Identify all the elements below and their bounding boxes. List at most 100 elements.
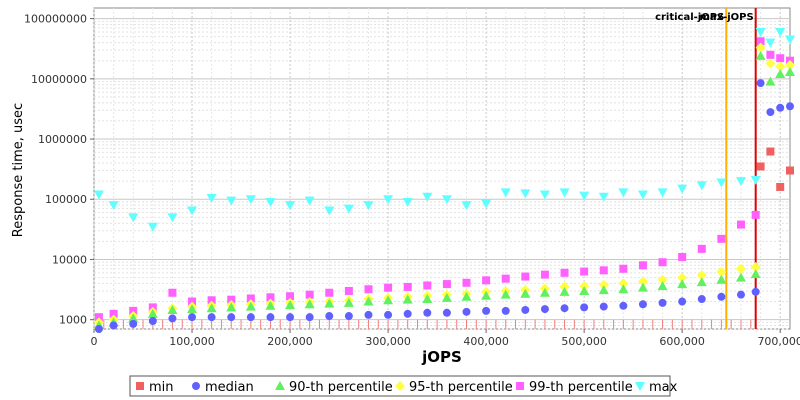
point-90-th-percentile xyxy=(765,76,776,86)
point-90-th-percentile xyxy=(285,300,296,310)
point-max xyxy=(579,191,590,201)
point-99-th-percentile xyxy=(384,283,393,292)
point-90-th-percentile xyxy=(755,50,766,60)
point-99-th-percentile xyxy=(109,309,118,318)
point-99-th-percentile xyxy=(751,210,760,219)
point-median xyxy=(560,304,569,313)
point-max xyxy=(500,188,511,198)
point-median xyxy=(751,287,760,296)
point-90-th-percentile xyxy=(775,69,786,79)
point-90-th-percentile xyxy=(441,292,452,302)
point-min xyxy=(776,182,785,191)
point-median xyxy=(403,309,412,318)
point-90-th-percentile xyxy=(167,304,178,314)
point-95-th-percentile xyxy=(716,266,727,277)
point-99-th-percentile xyxy=(540,270,549,279)
point-median xyxy=(521,305,530,314)
point-max xyxy=(108,201,119,211)
point-95-th-percentile xyxy=(775,61,786,72)
point-90-th-percentile xyxy=(500,289,511,299)
point-median xyxy=(384,310,393,319)
point-max xyxy=(343,204,354,214)
point-median xyxy=(540,305,549,314)
point-max xyxy=(93,190,104,200)
point-median xyxy=(129,319,138,328)
point-99-th-percentile xyxy=(325,288,334,297)
point-max xyxy=(716,178,727,188)
point-max xyxy=(481,199,492,209)
point-90-th-percentile xyxy=(785,66,795,76)
y-tick-label: 100000000 xyxy=(24,13,87,26)
x-axis-label: jOPS xyxy=(421,348,462,366)
point-max xyxy=(206,193,217,203)
y-axis: 1000 10000 100000 1000000 10000000 100000000 xyxy=(24,13,94,327)
legend-marker-99-th-percentile xyxy=(516,382,524,390)
point-max xyxy=(422,192,433,202)
legend-marker-min xyxy=(136,382,144,390)
point-median xyxy=(423,308,432,317)
point-median xyxy=(786,102,794,111)
point-90-th-percentile xyxy=(598,285,609,295)
point-max xyxy=(226,196,237,206)
x-axis: 0 100,000 200,000 300,000 400,000 500,000 600,… xyxy=(91,329,800,348)
point-99-th-percentile xyxy=(442,280,451,289)
point-90-th-percentile xyxy=(579,285,590,295)
point-max xyxy=(461,201,472,211)
point-90-th-percentile xyxy=(343,297,354,307)
point-95-th-percentile xyxy=(598,279,609,290)
point-max xyxy=(637,190,648,200)
point-90-th-percentile xyxy=(402,294,413,304)
point-95-th-percentile xyxy=(657,274,668,285)
point-median xyxy=(619,301,628,310)
point-median xyxy=(638,300,647,309)
point-median xyxy=(94,325,103,333)
point-median xyxy=(227,313,236,322)
point-median xyxy=(344,312,353,321)
point-90-th-percentile xyxy=(245,301,256,311)
point-90-th-percentile xyxy=(206,303,217,313)
point-95-th-percentile xyxy=(696,270,707,281)
point-min xyxy=(766,147,775,156)
point-99-th-percentile xyxy=(364,285,373,294)
point-99-th-percentile xyxy=(521,272,530,281)
point-min xyxy=(786,166,794,175)
point-max xyxy=(755,27,766,37)
point-95-th-percentile xyxy=(765,58,776,69)
point-90-th-percentile xyxy=(383,295,394,305)
y-tick-label: 10000000 xyxy=(31,73,87,86)
legend-marker-median xyxy=(192,382,200,390)
point-99-th-percentile xyxy=(658,258,667,267)
point-99-th-percentile xyxy=(678,252,687,261)
point-max xyxy=(775,27,786,37)
point-max xyxy=(618,188,629,198)
point-90-th-percentile xyxy=(363,296,374,306)
point-90-th-percentile xyxy=(520,288,531,298)
y-axis-label: Response time, usec xyxy=(11,103,26,237)
point-max xyxy=(735,177,746,187)
x-tick-label: 0 xyxy=(91,335,98,348)
legend-label-max: max xyxy=(649,380,678,395)
x-tick-label: 400,000 xyxy=(463,335,509,348)
point-median xyxy=(207,313,216,322)
point-99-th-percentile xyxy=(766,50,775,59)
point-90-th-percentile xyxy=(539,287,550,297)
point-median xyxy=(188,313,197,322)
point-median xyxy=(246,313,255,322)
point-90-th-percentile xyxy=(128,313,139,323)
series-median xyxy=(94,79,794,333)
point-90-th-percentile xyxy=(637,282,648,292)
y-tick-label: 100000 xyxy=(45,193,87,206)
point-90-th-percentile xyxy=(187,304,198,314)
point-99-th-percentile xyxy=(403,282,412,291)
point-median xyxy=(305,313,314,322)
point-99-th-percentile xyxy=(697,244,706,253)
series-max xyxy=(93,27,795,232)
plot-background xyxy=(93,7,791,330)
point-99-th-percentile xyxy=(756,37,765,46)
legend-label-99-th-percentile: 99-th percentile xyxy=(529,380,633,395)
point-median xyxy=(599,302,608,311)
point-90-th-percentile xyxy=(265,300,276,310)
point-median xyxy=(678,297,687,306)
point-max xyxy=(363,201,374,211)
point-max xyxy=(324,206,335,216)
